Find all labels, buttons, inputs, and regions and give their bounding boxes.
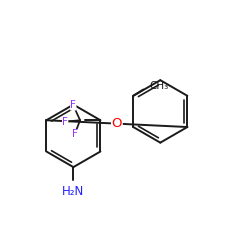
Text: CH₃: CH₃ [150, 81, 169, 91]
Text: F: F [72, 129, 78, 139]
Text: O: O [112, 117, 122, 130]
Text: H₂N: H₂N [62, 185, 84, 198]
Text: F: F [70, 100, 76, 110]
Text: F: F [62, 116, 68, 126]
